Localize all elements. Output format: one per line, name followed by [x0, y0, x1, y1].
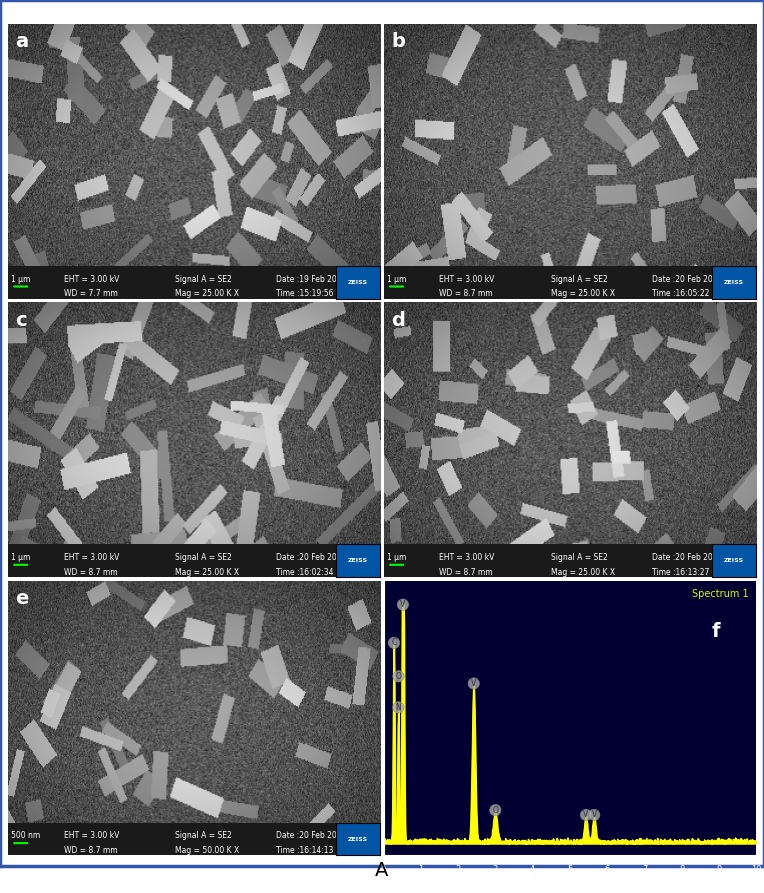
Text: EHT = 3.00 kV: EHT = 3.00 kV	[63, 553, 119, 562]
Text: c: c	[15, 311, 27, 330]
Text: 1 μm: 1 μm	[387, 553, 406, 562]
Text: Time :16:02:34: Time :16:02:34	[276, 568, 334, 577]
Text: Time :16:14:13: Time :16:14:13	[276, 846, 333, 855]
Text: C: C	[391, 638, 397, 647]
Text: WD = 7.7 mm: WD = 7.7 mm	[63, 289, 118, 298]
Text: Date :20 Feb 2019: Date :20 Feb 2019	[276, 831, 346, 840]
Text: O: O	[493, 805, 498, 814]
Text: Spectrum 1: Spectrum 1	[692, 589, 749, 599]
Text: Time :16:05:22: Time :16:05:22	[652, 289, 709, 298]
Text: Date :20 Feb 2019: Date :20 Feb 2019	[276, 553, 346, 562]
Text: 1 μm: 1 μm	[387, 275, 406, 284]
Text: V: V	[471, 679, 477, 688]
Text: Time :16:13:27: Time :16:13:27	[652, 568, 709, 577]
Text: Mag = 25.00 K X: Mag = 25.00 K X	[552, 289, 616, 298]
Text: Signal A = SE2: Signal A = SE2	[552, 553, 608, 562]
Bar	[384, 266, 756, 299]
Text: WD = 8.7 mm: WD = 8.7 mm	[439, 289, 493, 298]
Text: Signal A = SE2: Signal A = SE2	[176, 831, 232, 840]
Text: N: N	[396, 703, 401, 712]
Text: a: a	[15, 32, 28, 52]
Text: Signal A = SE2: Signal A = SE2	[176, 553, 232, 562]
Bar	[8, 266, 380, 299]
Text: A: A	[375, 861, 389, 880]
Text: 500 nm: 500 nm	[11, 831, 40, 840]
Text: EHT = 3.00 kV: EHT = 3.00 kV	[63, 831, 119, 840]
Text: Mag = 25.00 K X: Mag = 25.00 K X	[552, 568, 616, 577]
Text: Date :19 Feb 2019: Date :19 Feb 2019	[276, 275, 346, 284]
Text: ZEISS: ZEISS	[348, 837, 368, 841]
Text: b: b	[391, 32, 405, 52]
Text: EHT = 3.00 kV: EHT = 3.00 kV	[439, 275, 495, 284]
Text: Mag = 25.00 K X: Mag = 25.00 K X	[176, 568, 240, 577]
Text: V: V	[400, 600, 406, 609]
Text: Mag = 50.00 K X: Mag = 50.00 K X	[176, 846, 240, 855]
Bar	[384, 544, 756, 577]
Text: Signal A = SE2: Signal A = SE2	[176, 275, 232, 284]
Text: WD = 8.7 mm: WD = 8.7 mm	[63, 846, 117, 855]
Text: keV: keV	[735, 875, 749, 884]
Text: Full Scale 1281 cts Cursor: 0.000: Full Scale 1281 cts Cursor: 0.000	[387, 875, 503, 880]
Text: f: f	[711, 622, 720, 641]
Text: Mag = 25.00 K X: Mag = 25.00 K X	[176, 289, 240, 298]
Text: ZEISS: ZEISS	[348, 558, 368, 563]
Text: EHT = 3.00 kV: EHT = 3.00 kV	[63, 275, 119, 284]
Text: Signal A = SE2: Signal A = SE2	[552, 275, 608, 284]
Bar	[8, 544, 380, 577]
Text: ZEISS: ZEISS	[724, 558, 744, 563]
Bar	[8, 822, 380, 855]
Text: 1 μm: 1 μm	[11, 553, 31, 562]
Text: WD = 8.7 mm: WD = 8.7 mm	[63, 568, 117, 577]
Text: Time :15:19:56: Time :15:19:56	[276, 289, 334, 298]
Text: ZEISS: ZEISS	[724, 280, 744, 285]
Text: ZEISS: ZEISS	[348, 280, 368, 285]
Text: e: e	[15, 589, 28, 608]
Text: 1 μm: 1 μm	[11, 275, 31, 284]
Text: EHT = 3.00 kV: EHT = 3.00 kV	[439, 553, 495, 562]
Text: d: d	[391, 311, 405, 330]
Text: O: O	[396, 672, 401, 680]
Text: V: V	[584, 810, 588, 820]
Text: Date :20 Feb 2019: Date :20 Feb 2019	[652, 553, 722, 562]
Text: WD = 8.7 mm: WD = 8.7 mm	[439, 568, 493, 577]
Text: Date :20 Feb 2019: Date :20 Feb 2019	[652, 275, 722, 284]
Text: V: V	[591, 810, 597, 820]
